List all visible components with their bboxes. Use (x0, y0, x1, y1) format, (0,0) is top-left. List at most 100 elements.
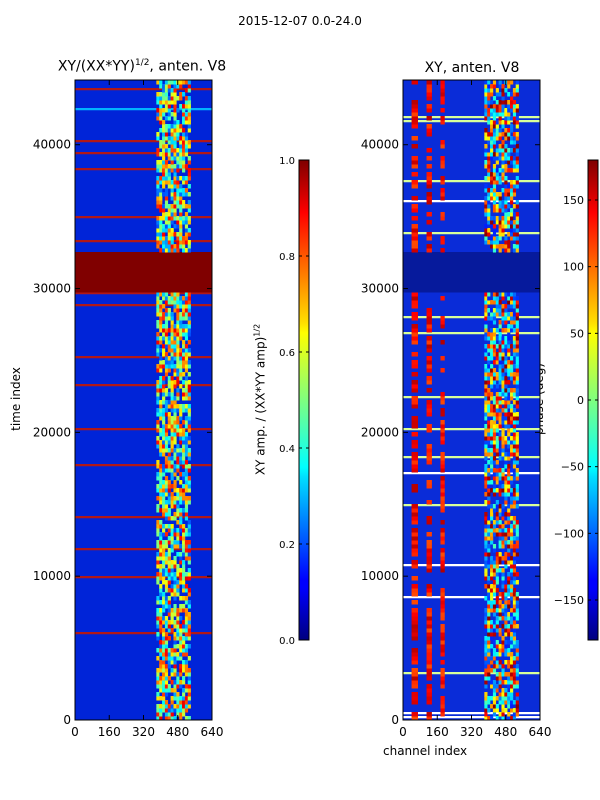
heatmap-cell (176, 636, 180, 641)
heatmap-cell (164, 692, 169, 697)
heatmap-cell (495, 148, 499, 153)
heatmap-cell (495, 480, 499, 485)
heatmap-cell (504, 240, 508, 245)
heatmap-cell (411, 508, 418, 513)
heatmap-cell (492, 408, 497, 413)
heatmap-cell (507, 404, 511, 409)
heatmap-cell (515, 624, 519, 629)
heatmap-cell (510, 524, 514, 529)
heatmap-cell (164, 176, 169, 181)
heatmap-cell (162, 668, 166, 673)
heatmap-cell (504, 556, 508, 561)
heatmap-cell (515, 148, 519, 153)
heatmap-cell (495, 376, 499, 381)
heatmap-cell (512, 536, 517, 541)
heatmap-cell (179, 372, 183, 377)
heatmap-cell (492, 228, 497, 233)
heatmap-stripe (403, 504, 540, 507)
heatmap-cell (498, 380, 502, 385)
cb1-tick-label: 1.0 (279, 156, 295, 167)
heatmap-cell (492, 232, 497, 237)
heatmap-cell (184, 332, 189, 337)
heatmap-cell (440, 216, 445, 221)
heatmap-cell (510, 480, 514, 485)
heatmap-left-background (75, 80, 212, 720)
heatmap-cell (492, 492, 497, 497)
heatmap-cell (426, 124, 432, 129)
heatmap-cell (440, 356, 445, 361)
heatmap-cell (487, 716, 491, 720)
heatmap-cell (184, 452, 189, 457)
heatmap-cell (512, 104, 517, 109)
heatmap-cell (184, 532, 189, 537)
heatmap-cell (176, 704, 180, 709)
heatmap-cell (162, 136, 166, 141)
heatmap-cell (515, 336, 519, 341)
heatmap-cell (495, 576, 499, 581)
heatmap-cell (167, 416, 171, 421)
heatmap-cell (492, 84, 497, 89)
heatmap-cell (484, 644, 488, 649)
heatmap-cell (507, 548, 511, 553)
heatmap-cell (411, 488, 418, 493)
heatmap-cell (426, 344, 432, 349)
heatmap-cell (490, 336, 494, 341)
heatmap-cell (512, 616, 517, 621)
heatmap-cell (487, 588, 491, 593)
heatmap-cell (162, 236, 166, 241)
heatmap-cell (484, 328, 488, 333)
heatmap-cell (167, 204, 171, 209)
heatmap-cell (426, 616, 432, 621)
heatmap-cell (492, 588, 497, 593)
heatmap-cell (487, 644, 491, 649)
heatmap-cell (176, 496, 180, 501)
heatmap-cell (510, 592, 514, 597)
heatmap-cell (184, 308, 189, 313)
heatmap-cell (484, 516, 488, 521)
heatmap-cell (167, 636, 171, 641)
heatmap-cell (162, 600, 166, 605)
heatmap-cell (512, 312, 517, 317)
heatmap-cell (187, 168, 191, 173)
heatmap-cell (170, 112, 174, 117)
heatmap-cell (515, 212, 519, 217)
heatmap-cell (490, 332, 494, 337)
heatmap-cell (512, 452, 517, 457)
heatmap-stripe (75, 304, 212, 307)
heatmap-cell (495, 180, 499, 185)
heatmap-cell (426, 632, 432, 637)
heatmap-cell (179, 576, 183, 581)
heatmap-cell (176, 460, 180, 465)
heatmap-cell (170, 296, 174, 301)
heatmap-cell (164, 648, 169, 653)
heatmap-cell (182, 500, 186, 505)
heatmap-cell (164, 680, 169, 685)
heatmap-cell (507, 184, 511, 189)
heatmap-cell (184, 488, 189, 493)
heatmap-cell (504, 376, 508, 381)
heatmap-cell (182, 80, 186, 85)
heatmap-cell (162, 324, 166, 329)
heatmap-cell (426, 568, 432, 573)
heatmap-cell (170, 608, 174, 613)
heatmap-cell (156, 692, 160, 697)
heatmap-cell (501, 160, 505, 165)
heatmap-cell (162, 544, 166, 549)
heatmap-cell (507, 116, 511, 121)
heatmap-cell (484, 388, 488, 393)
heatmap-cell (173, 456, 177, 461)
heatmap-band (403, 272, 540, 277)
heatmap-cell (184, 512, 189, 517)
heatmap-cell (179, 428, 183, 433)
heatmap-cell (159, 588, 163, 593)
heatmap-cell (507, 368, 511, 373)
heatmap-cell (490, 148, 494, 153)
heatmap-cell (159, 716, 163, 720)
heatmap-cell (173, 580, 177, 585)
heatmap-cell (501, 444, 505, 449)
heatmap-cell (176, 176, 180, 181)
heatmap-cell (184, 708, 189, 713)
heatmap-cell (159, 292, 163, 297)
heatmap-cell (484, 160, 488, 165)
heatmap-cell (490, 716, 494, 720)
